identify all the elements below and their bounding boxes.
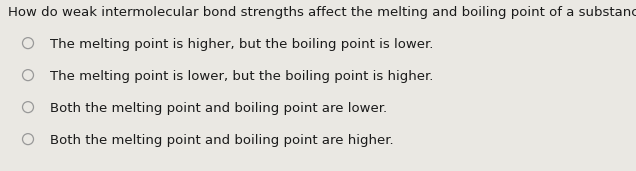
Text: Both the melting point and boiling point are lower.: Both the melting point and boiling point… xyxy=(50,102,387,115)
Text: The melting point is higher, but the boiling point is lower.: The melting point is higher, but the boi… xyxy=(50,38,433,51)
Text: How do weak intermolecular bond strengths affect the melting and boiling point o: How do weak intermolecular bond strength… xyxy=(8,6,636,19)
Text: Both the melting point and boiling point are higher.: Both the melting point and boiling point… xyxy=(50,134,394,147)
Text: The melting point is lower, but the boiling point is higher.: The melting point is lower, but the boil… xyxy=(50,70,433,83)
